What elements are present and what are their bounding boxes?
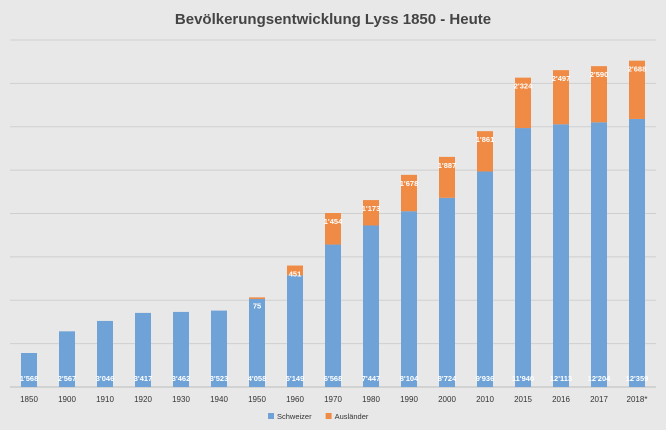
data-label-auslaender: 1'861 — [476, 135, 494, 144]
data-label-schweizer: 11'940 — [512, 374, 534, 383]
x-tick-label: 1950 — [248, 395, 266, 404]
x-tick-label: 1980 — [362, 395, 380, 404]
legend-label-schweizer: Schweizer — [277, 412, 312, 421]
bar-auslaender — [249, 297, 265, 299]
data-label-schweizer: 4'058 — [248, 374, 266, 383]
x-tick-label: 1930 — [172, 395, 190, 404]
legend-swatch-auslaender — [325, 413, 332, 419]
x-tick-label: 2018* — [627, 395, 648, 404]
bar-schweizer — [211, 310, 227, 387]
x-tick-label: 1940 — [210, 395, 228, 404]
bar-auslaender — [629, 60, 645, 119]
data-label-schweizer: 6'568 — [324, 374, 342, 383]
x-tick-label: 1990 — [400, 395, 418, 404]
x-tick-label: 2017 — [590, 395, 608, 404]
data-label-schweizer: 12'359 — [626, 374, 649, 383]
bar-schweizer — [363, 225, 379, 387]
bar-schweizer — [97, 320, 113, 387]
legend-swatch-schweizer — [268, 413, 274, 419]
bar-auslaender — [325, 213, 341, 245]
data-label-schweizer: 1'568 — [20, 374, 38, 383]
bar-auslaender — [401, 174, 417, 212]
x-tick-label: 1920 — [134, 395, 152, 404]
x-tick-label: 1970 — [324, 395, 342, 404]
x-tick-label: 2016 — [552, 395, 570, 404]
data-label-schweizer: 3'523 — [210, 374, 228, 383]
data-label-schweizer: 8'724 — [438, 374, 457, 383]
data-label-auslaender: 1'454 — [324, 217, 343, 226]
bar-auslaender — [287, 265, 303, 276]
data-label-schweizer: 3'462 — [172, 374, 190, 383]
x-tick-label: 1900 — [58, 395, 76, 404]
data-label-auslaender: 2'688 — [628, 65, 646, 74]
data-label-auslaender: 1'173 — [362, 204, 380, 213]
data-label-schweizer: 3'417 — [134, 374, 152, 383]
data-label-schweizer: 9'936 — [476, 374, 494, 383]
bar-auslaender — [477, 131, 493, 172]
bar-schweizer — [135, 312, 151, 387]
bar-auslaender — [363, 200, 379, 226]
legend: Schweizer Ausländer — [268, 412, 369, 421]
bar-schweizer — [553, 124, 569, 387]
bar-schweizer — [173, 311, 189, 387]
bar-schweizer — [515, 128, 531, 387]
bar-schweizer — [287, 275, 303, 387]
data-label-auslaender: 2'497 — [552, 74, 570, 83]
bar-schweizer — [629, 118, 645, 388]
x-tick-label: 1910 — [96, 395, 114, 404]
data-label-auslaender: 75 — [253, 301, 261, 310]
bars — [21, 60, 645, 388]
bar-schweizer — [477, 171, 493, 387]
data-label-auslaender: 2'590 — [590, 70, 608, 79]
bar-schweizer — [591, 122, 607, 388]
data-label-schweizer: 12'113 — [550, 374, 572, 383]
data-label-schweizer: 12'204 — [588, 374, 611, 383]
x-tick-label: 1850 — [20, 395, 38, 404]
bar-schweizer — [439, 197, 455, 387]
bar-auslaender — [515, 77, 531, 129]
data-labels: 1'568 2'567 3'046 3'417 3'462 3'523 4'058 75 5'1… — [20, 65, 649, 383]
data-label-schweizer: 7'447 — [362, 374, 380, 383]
data-label-schweizer: 8'104 — [400, 374, 419, 383]
data-label-auslaender: 1'678 — [400, 179, 418, 188]
bar-schweizer — [249, 298, 265, 387]
x-axis-ticks: 1850 1900 1910 1920 1930 1940 1950 1960 1970 1980… — [20, 395, 647, 404]
bar-schweizer — [21, 352, 37, 387]
x-tick-label: 2010 — [476, 395, 494, 404]
bar-auslaender — [439, 156, 455, 198]
data-label-schweizer: 2'567 — [58, 374, 76, 383]
bar-auslaender — [591, 66, 607, 123]
data-label-schweizer: 5'149 — [286, 374, 304, 383]
data-label-schweizer: 3'046 — [96, 374, 114, 383]
x-tick-label: 2015 — [514, 395, 532, 404]
x-tick-label: 2000 — [438, 395, 456, 404]
bar-schweizer — [325, 244, 341, 387]
data-label-auslaender: 1'887 — [438, 161, 456, 170]
bar-auslaender — [553, 70, 569, 125]
bar-schweizer — [401, 211, 417, 387]
legend-label-auslaender: Ausländer — [335, 412, 369, 421]
data-label-auslaender: 2'324 — [514, 82, 533, 91]
x-tick-label: 1960 — [286, 395, 304, 404]
chart-title: Bevölkerungsentwicklung Lyss 1850 - Heut… — [175, 11, 491, 28]
data-label-auslaender: 451 — [289, 270, 302, 279]
bar-schweizer — [59, 331, 75, 387]
